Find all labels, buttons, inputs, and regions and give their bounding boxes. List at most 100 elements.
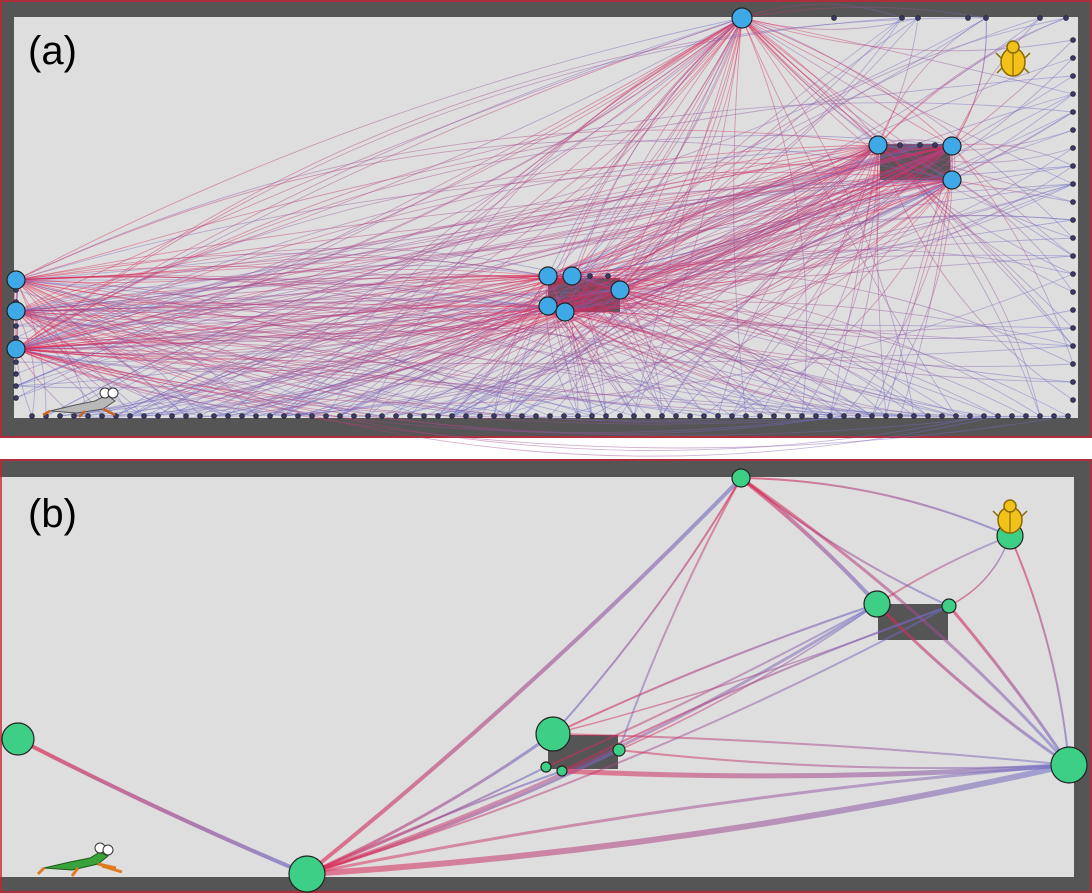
panel-a-edge <box>571 183 1074 277</box>
panel-a-edge <box>15 17 987 284</box>
panel-a-minor-node <box>1037 15 1043 21</box>
panel-a-top-wall <box>0 0 1092 17</box>
panel-a-minor-node <box>1051 413 1057 419</box>
panel-b-node <box>1050 746 1088 784</box>
panel-a-edge <box>15 279 201 417</box>
panel-b-edge <box>552 733 1070 766</box>
panel-a-edge <box>15 279 549 307</box>
panel-a-edge <box>571 145 953 277</box>
panel-a-edge <box>547 165 1074 307</box>
panel-a-edge <box>619 145 953 417</box>
panel-a-minor-node <box>1070 199 1076 205</box>
panel-b-edge <box>740 477 950 607</box>
panel-a-edge <box>15 310 831 417</box>
frog-icon <box>36 842 123 877</box>
panel-b-node <box>941 598 957 614</box>
panel-a-edge <box>547 268 1074 365</box>
panel-a-edge <box>571 144 879 277</box>
panel-a-minor-node <box>743 413 749 419</box>
panel-b: (b) <box>0 459 1092 893</box>
panel-a-edge <box>15 129 879 281</box>
panel-a-left-wall <box>0 0 14 438</box>
panel-a-minor-node <box>337 413 343 419</box>
panel-a-major-node <box>6 301 26 321</box>
panel-a-edge <box>829 144 880 417</box>
panel-b-edge <box>305 476 743 876</box>
panel-a-minor-node <box>13 395 19 401</box>
panel-a-edge <box>507 17 743 417</box>
panel-a-edge <box>619 179 953 291</box>
panel-a-minor-node <box>813 413 819 419</box>
panel-a-edge <box>15 275 549 318</box>
panel-a-minor-node <box>281 413 287 419</box>
panel-a-minor-node <box>295 413 301 419</box>
panel-a-edge <box>15 275 566 313</box>
panel-a-edge <box>564 311 1074 383</box>
panel-a-minor-node <box>605 273 611 279</box>
panel-a-minor-node <box>799 413 805 419</box>
panel-a-edge <box>101 305 549 417</box>
panel-b-edge <box>306 762 1070 877</box>
panel-a-edge <box>227 17 743 417</box>
panel-a-minor-node <box>771 413 777 419</box>
panel-a-edge <box>547 275 1041 417</box>
panel-a-edge <box>339 275 573 417</box>
panel-a-edge <box>15 17 743 350</box>
panel-a-minor-node <box>435 413 441 419</box>
panel-a-minor-node <box>1070 55 1076 61</box>
panel-a-minor-node <box>617 413 623 419</box>
panel-a-edge <box>15 305 549 350</box>
panel-a-edge <box>741 17 953 147</box>
panel-a-minor-node <box>1070 145 1076 151</box>
panel-b-right-wall <box>1074 459 1092 893</box>
panel-a-edge <box>619 289 733 417</box>
panel-a-edge <box>564 17 743 313</box>
panel-a-edge <box>15 135 953 350</box>
panel-b-edge <box>545 603 878 768</box>
panel-a-edge <box>437 311 566 417</box>
panel-a-minor-node <box>71 413 77 419</box>
panel-a-minor-node <box>561 413 567 419</box>
panel-a-edge <box>15 305 549 370</box>
panel-b-node <box>731 468 751 488</box>
panel-a-minor-node <box>1070 181 1076 187</box>
panel-a-edge <box>877 17 987 146</box>
panel-a-minor-node <box>841 413 847 419</box>
panel-a-minor-node <box>1070 73 1076 79</box>
panel-a-edge <box>339 289 621 417</box>
panel-b-edge <box>306 602 878 876</box>
panel-a-edge <box>571 275 957 417</box>
panel-a-edge <box>564 17 743 313</box>
panel-a-edge <box>129 275 573 417</box>
panel-a-minor-node <box>141 413 147 419</box>
scarab-icon <box>995 40 1031 77</box>
panel-a-edge <box>549 289 621 417</box>
panel-a-edge <box>741 17 879 146</box>
panel-a-edge <box>547 305 985 417</box>
panel-a-minor-node <box>463 413 469 419</box>
panel-a-minor-node <box>827 413 833 419</box>
panel-a-minor-node <box>939 413 945 419</box>
panel-a-edge <box>951 145 1074 257</box>
panel-a-edge <box>571 275 663 417</box>
panel-a-edge <box>547 183 1074 307</box>
panel-a-minor-node <box>915 15 921 21</box>
panel-a-edge <box>15 310 173 417</box>
panel-a-edge <box>564 311 775 417</box>
panel-a-edge <box>339 275 573 417</box>
panel-a-minor-node <box>1009 413 1015 419</box>
panel-a-edge <box>15 179 953 350</box>
panel-b-edges <box>17 476 1071 877</box>
panel-a-edge <box>101 311 566 417</box>
panel-a-minor-node <box>1070 325 1076 331</box>
panel-a-minor-node <box>1023 413 1029 419</box>
panel-a-minor-node <box>715 413 721 419</box>
panel-a-edge <box>283 17 743 417</box>
panel-a-minor-node <box>505 413 511 419</box>
panel-b-edge <box>306 605 950 875</box>
panel-a-minor-node <box>911 413 917 419</box>
panel-a-edge <box>571 145 953 277</box>
panel-b-label: (b) <box>28 492 77 536</box>
panel-a-edge <box>15 171 953 281</box>
panel-a-minor-node <box>1070 379 1076 385</box>
